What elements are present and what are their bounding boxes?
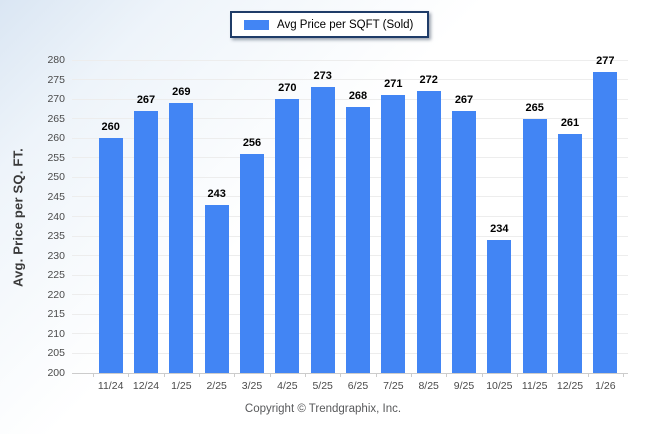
gridline — [72, 79, 628, 81]
bar-value-label: 277 — [596, 54, 615, 67]
x-tick-mark — [234, 373, 236, 377]
bar — [275, 99, 300, 373]
y-tick-label: 275 — [47, 73, 65, 86]
y-tick-label: 265 — [47, 112, 65, 125]
bar — [487, 239, 512, 373]
bar — [381, 95, 406, 373]
bar — [98, 138, 123, 373]
y-axis-title: Avg. Price per SQ. FT. — [10, 148, 26, 288]
chart-legend: Avg Price per SQFT (Sold) — [230, 11, 430, 38]
x-tick-label: 8/25 — [418, 380, 439, 392]
y-tick-label: 235 — [47, 230, 65, 243]
gridline — [72, 372, 628, 374]
bar-value-label: 256 — [242, 136, 262, 149]
x-tick-label: 6/25 — [347, 380, 369, 392]
x-tick-label: 11/24 — [97, 380, 124, 392]
bar-value-label: 261 — [560, 117, 580, 130]
bar — [310, 87, 335, 373]
x-tick-mark — [446, 373, 448, 377]
y-tick-label: 245 — [47, 190, 65, 203]
bar-value-label: 268 — [348, 89, 368, 102]
y-tick-label: 225 — [47, 269, 65, 282]
x-tick-label: 4/25 — [277, 380, 298, 392]
x-tick-label: 3/25 — [241, 380, 263, 392]
plot-area: 200 205 210 215 220 225 230 235 240 245 250 255 260 2… — [47, 54, 628, 392]
x-tick-label: 7/25 — [383, 380, 404, 392]
bar-value-label: 260 — [101, 121, 120, 134]
bar — [593, 71, 618, 373]
bar — [204, 204, 229, 373]
x-tick-label: 11/25 — [521, 380, 548, 392]
x-tick-label: 1/26 — [595, 380, 616, 392]
y-tick-label: 270 — [47, 93, 65, 106]
y-tick-label: 210 — [47, 327, 65, 340]
y-tick-label: 205 — [47, 347, 65, 360]
x-tick-mark — [552, 373, 554, 377]
bar — [522, 118, 547, 373]
bar-value-label: 270 — [278, 82, 297, 95]
y-tick-label: 215 — [47, 308, 65, 321]
bar-value-label: 267 — [454, 93, 474, 106]
x-tick-label: 12/25 — [556, 380, 584, 392]
x-tick-mark — [411, 373, 412, 377]
x-tick-mark — [517, 373, 518, 377]
gridline — [72, 98, 628, 100]
bar — [169, 103, 194, 373]
bar-value-label: 243 — [207, 187, 226, 200]
x-tick-mark — [481, 373, 483, 377]
x-tick-mark — [163, 373, 165, 377]
y-tick-label: 220 — [47, 288, 65, 301]
copyright-text: Copyright © Trendgraphix, Inc. — [244, 403, 402, 415]
legend-label: Avg Price per SQFT (Sold) — [277, 18, 414, 31]
x-tick-mark — [305, 373, 306, 377]
legend-swatch-icon — [244, 19, 269, 30]
gridline — [72, 59, 628, 61]
bar — [240, 153, 264, 373]
x-tick-label: 9/25 — [453, 380, 475, 392]
y-tick-label: 255 — [47, 151, 65, 164]
bar — [134, 110, 158, 373]
bar-value-label: 234 — [490, 222, 509, 235]
x-tick-mark — [93, 373, 94, 377]
bar — [416, 91, 441, 373]
bar — [346, 106, 370, 373]
x-tick-label: 12/24 — [132, 380, 160, 392]
x-tick-label: 2/25 — [206, 380, 227, 392]
bar-value-label: 272 — [419, 74, 438, 87]
bar-value-label: 267 — [136, 93, 156, 106]
x-tick-mark — [375, 373, 377, 377]
x-tick-mark — [199, 373, 200, 377]
x-tick-mark — [623, 373, 624, 377]
y-tick-label: 260 — [47, 132, 65, 145]
y-tick-label: 280 — [47, 54, 65, 66]
y-tick-label: 240 — [47, 210, 65, 223]
x-tick-label: 10/25 — [486, 380, 513, 392]
bar-value-label: 265 — [525, 101, 544, 114]
x-tick-mark — [269, 373, 271, 377]
bar-value-label: 269 — [172, 86, 191, 99]
y-tick-label: 230 — [47, 249, 65, 262]
y-tick-label: 250 — [47, 171, 65, 184]
y-tick-label: 200 — [47, 367, 65, 379]
bar — [452, 110, 476, 373]
x-tick-mark — [587, 373, 589, 377]
bar-value-label: 271 — [384, 78, 403, 91]
bar — [558, 134, 582, 373]
x-tick-mark — [340, 373, 342, 377]
x-tick-mark — [128, 373, 130, 377]
x-tick-label: 1/25 — [171, 380, 192, 392]
bar-value-label: 273 — [313, 70, 332, 83]
x-tick-label: 5/25 — [312, 380, 333, 392]
